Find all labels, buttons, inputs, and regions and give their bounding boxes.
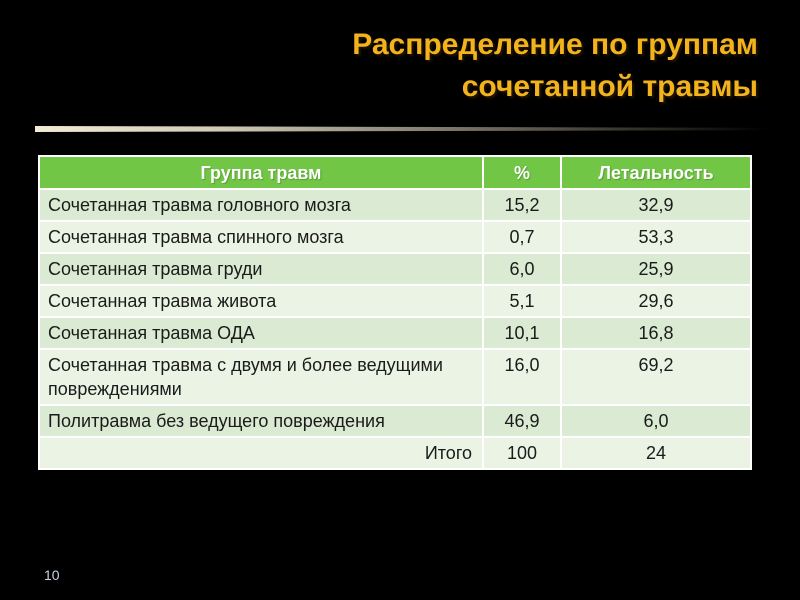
cell-percent: 46,9 — [482, 404, 562, 438]
cell-lethality: 29,6 — [560, 284, 752, 318]
cell-percent: 10,1 — [482, 316, 562, 350]
table-row: Политравма без ведущего повреждения 46,9 6… — [38, 404, 752, 438]
slide-title-line-1: Распределение по группам — [352, 28, 758, 61]
cell-lethality: 32,9 — [560, 188, 752, 222]
cell-trauma-group: Итого — [38, 436, 484, 470]
cell-percent: 5,1 — [482, 284, 562, 318]
cell-percent: 15,2 — [482, 188, 562, 222]
table-row: Сочетанная травма спинного мозга 0,7 53,3 — [38, 220, 752, 254]
cell-trauma-group: Политравма без ведущего повреждения — [38, 404, 484, 438]
trauma-groups-table: Группа травм % Летальность Сочетанная тр… — [38, 155, 752, 470]
cell-trauma-group: Сочетанная травма спинного мозга — [38, 220, 484, 254]
cell-trauma-group: Сочетанная травма головного мозга — [38, 188, 484, 222]
cell-trauma-group: Сочетанная травма живота — [38, 284, 484, 318]
table-row: Сочетанная травма живота 5,1 29,6 — [38, 284, 752, 318]
cell-lethality: 25,9 — [560, 252, 752, 286]
table-row: Сочетанная травма головного мозга 15,2 32,… — [38, 188, 752, 222]
cell-lethality: 69,2 — [560, 348, 752, 406]
column-header-percent: % — [482, 155, 562, 190]
cell-lethality: 24 — [560, 436, 752, 470]
slide-title-line-2: сочетанной травмы — [461, 70, 758, 103]
table-row: Сочетанная травма ОДА 10,1 16,8 — [38, 316, 752, 350]
cell-trauma-group: Сочетанная травма груди — [38, 252, 484, 286]
slide-title: Распределение по группам сочетанной трав… — [352, 24, 758, 108]
cell-percent: 16,0 — [482, 348, 562, 406]
table-row: Сочетанная травма груди 6,0 25,9 — [38, 252, 752, 286]
slide-page-number: 10 — [44, 567, 60, 583]
cell-percent: 100 — [482, 436, 562, 470]
cell-percent: 6,0 — [482, 252, 562, 286]
table-header-row: Группа травм % Летальность — [38, 155, 752, 190]
table-row: Сочетанная травма с двумя и более ведущи… — [38, 348, 752, 406]
column-header-trauma-group: Группа травм — [38, 155, 484, 190]
cell-lethality: 6,0 — [560, 404, 752, 438]
cell-percent: 0,7 — [482, 220, 562, 254]
cell-lethality: 16,8 — [560, 316, 752, 350]
cell-lethality: 53,3 — [560, 220, 752, 254]
cell-trauma-group: Сочетанная травма с двумя и более ведущи… — [38, 348, 484, 406]
column-header-lethality: Летальность — [560, 155, 752, 190]
title-divider-line — [35, 126, 785, 132]
cell-trauma-group: Сочетанная травма ОДА — [38, 316, 484, 350]
table-total-row: Итого 100 24 — [38, 436, 752, 470]
